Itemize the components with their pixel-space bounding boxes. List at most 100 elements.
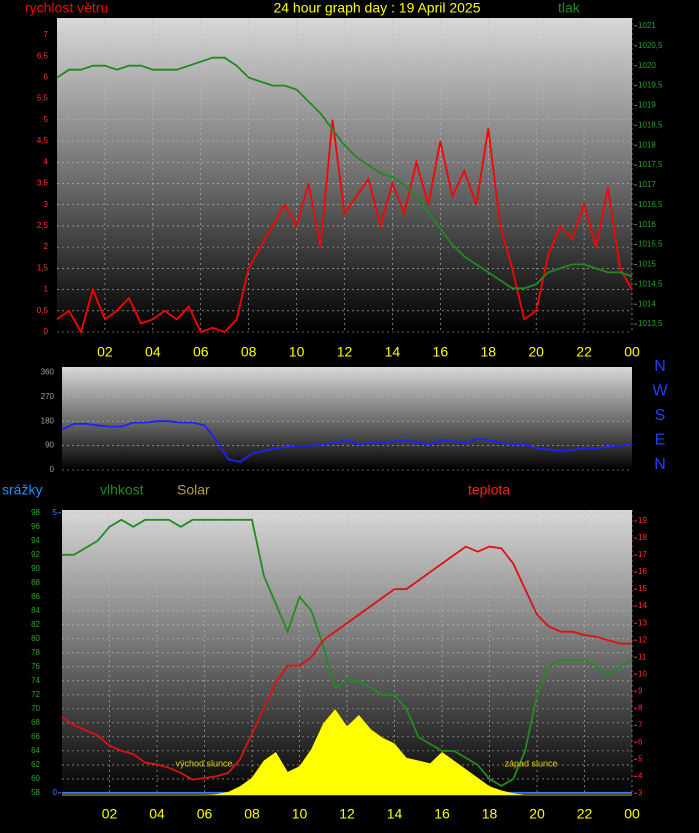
x-tick-label: 00 — [624, 344, 640, 360]
y-tick-label: 58 — [31, 788, 40, 797]
y2-tick-label: 1016 — [638, 220, 656, 229]
x-tick-label: 06 — [197, 806, 213, 822]
y-tick-label: 3,5 — [37, 179, 49, 188]
y2-tick-label: 1018 — [638, 140, 656, 149]
legend-entry: srážky — [2, 482, 42, 498]
y2-tick-label: 9 — [638, 686, 643, 695]
x-tick-label: 18 — [480, 344, 496, 360]
y2-tick-label: 16 — [638, 567, 647, 576]
y2-tick-label: 10 — [638, 669, 647, 678]
line — [56, 56, 633, 290]
x-tick-label: 14 — [385, 344, 401, 360]
x-tick-label: 08 — [241, 344, 257, 360]
y-tick-label: 2,5 — [37, 221, 49, 230]
x-tick-label: 22 — [577, 806, 593, 822]
y-tick-label: 88 — [31, 578, 40, 587]
y2-tick-label: 7 — [638, 720, 643, 729]
y-tick-label: 5 — [44, 115, 49, 124]
x-tick-label: 02 — [102, 806, 118, 822]
y-tick-label: 60 — [31, 774, 40, 783]
y3-tick-label: 0 — [53, 788, 58, 797]
x-tick-label: 08 — [244, 806, 260, 822]
y-tick-label: 5,5 — [37, 94, 49, 103]
x-tick-label: 04 — [149, 806, 165, 822]
y2-axis-title: tlak — [558, 0, 581, 16]
x-tick-label: 12 — [339, 806, 355, 822]
x-tick-label: 00 — [624, 806, 640, 822]
y-tick-label: 4 — [44, 157, 49, 166]
y-tick-label: 4,5 — [37, 136, 49, 145]
y-tick-label: 84 — [31, 606, 40, 615]
legend-entry: vlhkost — [100, 482, 144, 498]
y-tick-label: 68 — [31, 718, 40, 727]
y-tick-label: 1 — [44, 285, 49, 294]
compass-label: N — [654, 358, 666, 375]
y-tick-label: 92 — [31, 550, 40, 559]
y2-tick-label: 1014,5 — [638, 279, 663, 288]
compass-label: E — [655, 432, 666, 449]
line — [61, 420, 633, 463]
area — [62, 709, 632, 796]
x-tick-label: 06 — [193, 344, 209, 360]
compass-label: N — [654, 456, 666, 473]
y-tick-label: 1,5 — [37, 263, 49, 272]
y2-tick-label: 1015 — [638, 260, 656, 269]
y2-tick-label: 3 — [638, 788, 643, 797]
y2-tick-label: 1016,5 — [638, 200, 663, 209]
plot-area — [62, 367, 632, 470]
y-tick-label: 96 — [31, 522, 40, 531]
y-axis-title: rychlost větru — [25, 0, 108, 16]
y-tick-label: 180 — [41, 416, 55, 425]
y-tick-label: 76 — [31, 662, 40, 671]
y2-tick-label: 1019,5 — [638, 81, 663, 90]
y-tick-label: 7 — [44, 30, 49, 39]
x-tick-label: 18 — [482, 806, 498, 822]
y2-tick-label: 18 — [638, 533, 647, 542]
x-tick-label: 22 — [576, 344, 592, 360]
y-tick-label: 90 — [45, 441, 54, 450]
y-tick-label: 270 — [41, 392, 55, 401]
x-tick-label: 16 — [434, 806, 450, 822]
y2-tick-label: 1020,5 — [638, 41, 663, 50]
x-tick-label: 10 — [292, 806, 308, 822]
y-tick-label: 94 — [31, 536, 40, 545]
y-tick-label: 62 — [31, 760, 40, 769]
line — [56, 119, 633, 335]
y2-tick-label: 14 — [638, 601, 647, 610]
line — [62, 518, 633, 787]
y2-tick-label: 1014 — [638, 299, 656, 308]
y-tick-label: 74 — [31, 676, 40, 685]
y2-tick-label: 13 — [638, 618, 647, 627]
y-tick-label: 98 — [31, 508, 40, 517]
y2-tick-label: 1017,5 — [638, 160, 663, 169]
y2-tick-label: 5 — [638, 754, 643, 763]
compass-label: S — [655, 407, 666, 424]
compass-label: W — [652, 383, 668, 400]
y2-tick-label: 1017 — [638, 180, 656, 189]
legend-entry: Solar — [177, 482, 210, 498]
y-tick-label: 0 — [44, 327, 49, 336]
annotation: západ slunce — [504, 758, 557, 768]
y2-tick-label: 12 — [638, 635, 647, 644]
x-tick-label: 10 — [289, 344, 305, 360]
legend-entry: teplota — [468, 482, 510, 498]
y2-tick-label: 4 — [638, 771, 643, 780]
y2-tick-label: 6 — [638, 737, 643, 746]
y2-tick-label: 11 — [638, 652, 647, 661]
y2-tick-label: 19 — [638, 516, 647, 525]
y-tick-label: 86 — [31, 592, 40, 601]
y-tick-label: 90 — [31, 564, 40, 573]
y2-tick-label: 1019 — [638, 101, 656, 110]
x-tick-label: 04 — [145, 344, 161, 360]
y-tick-label: 6,5 — [37, 51, 49, 60]
y-tick-label: 82 — [31, 620, 40, 629]
y-tick-label: 360 — [41, 368, 55, 377]
y2-tick-label: 1013,5 — [638, 319, 663, 328]
y-tick-label: 64 — [31, 746, 40, 755]
x-tick-label: 12 — [337, 344, 353, 360]
y2-tick-label: 1015,5 — [638, 240, 663, 249]
annotation: východ slunce — [175, 758, 232, 768]
y-tick-label: 72 — [31, 690, 40, 699]
